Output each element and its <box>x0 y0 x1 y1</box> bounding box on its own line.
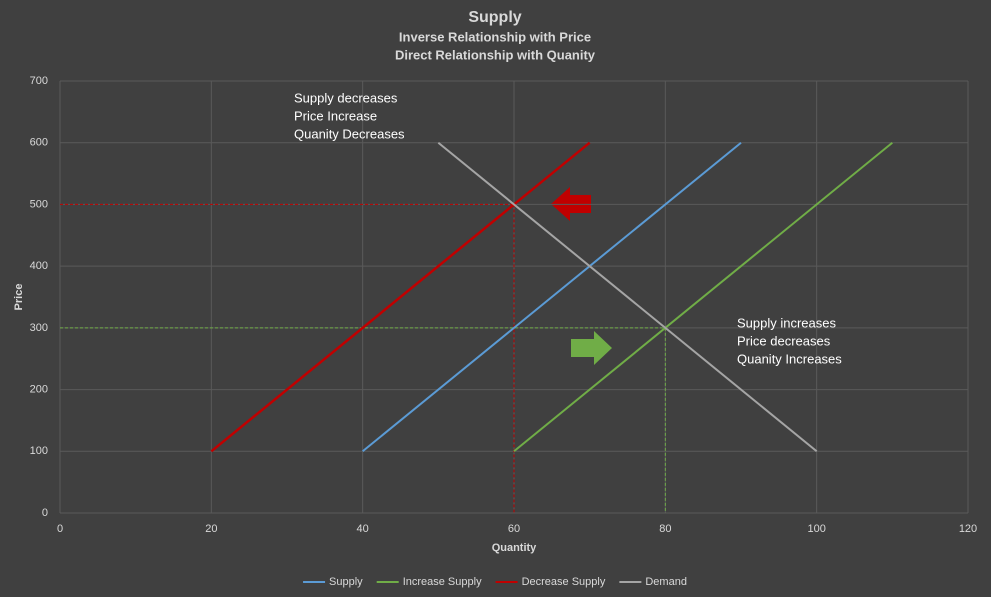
y-tick-label: 600 <box>30 137 48 149</box>
legend-label: Increase Supply <box>403 576 482 588</box>
annotation: Supply increases <box>737 315 836 330</box>
annotation: Quanity Increases <box>737 351 842 366</box>
y-tick-label: 0 <box>42 507 48 519</box>
y-tick-label: 100 <box>30 445 48 457</box>
y-tick-label: 500 <box>30 198 48 210</box>
chart-subtitle: Inverse Relationship with Price <box>399 29 591 44</box>
chart-title: Supply <box>468 9 521 26</box>
legend-label: Demand <box>645 576 687 588</box>
series-line <box>362 141 742 453</box>
series-line <box>513 141 893 453</box>
x-tick-label: 0 <box>57 523 63 535</box>
y-axis-label: Price <box>13 284 25 311</box>
y-tick-label: 700 <box>30 75 48 87</box>
series-line <box>437 141 818 453</box>
y-tick-label: 200 <box>30 383 48 395</box>
annotation: Price Increase <box>294 108 377 123</box>
x-tick-label: 60 <box>508 523 520 535</box>
x-tick-label: 100 <box>807 523 825 535</box>
x-tick-label: 120 <box>959 523 977 535</box>
x-axis-label: Quantity <box>492 542 537 554</box>
annotation: Quanity Decreases <box>294 126 405 141</box>
x-tick-label: 20 <box>205 523 217 535</box>
legend-label: Supply <box>329 576 363 588</box>
y-tick-label: 300 <box>30 322 48 334</box>
chart-subtitle: Direct Relationship with Quanity <box>395 47 596 62</box>
annotation: Price decreases <box>737 333 831 348</box>
x-tick-label: 80 <box>659 523 671 535</box>
x-tick-label: 40 <box>357 523 369 535</box>
legend-label: Decrease Supply <box>522 576 606 588</box>
shift-right-arrow <box>571 331 612 365</box>
y-tick-label: 400 <box>30 260 48 272</box>
series-line <box>210 141 591 453</box>
annotation: Supply decreases <box>294 90 398 105</box>
